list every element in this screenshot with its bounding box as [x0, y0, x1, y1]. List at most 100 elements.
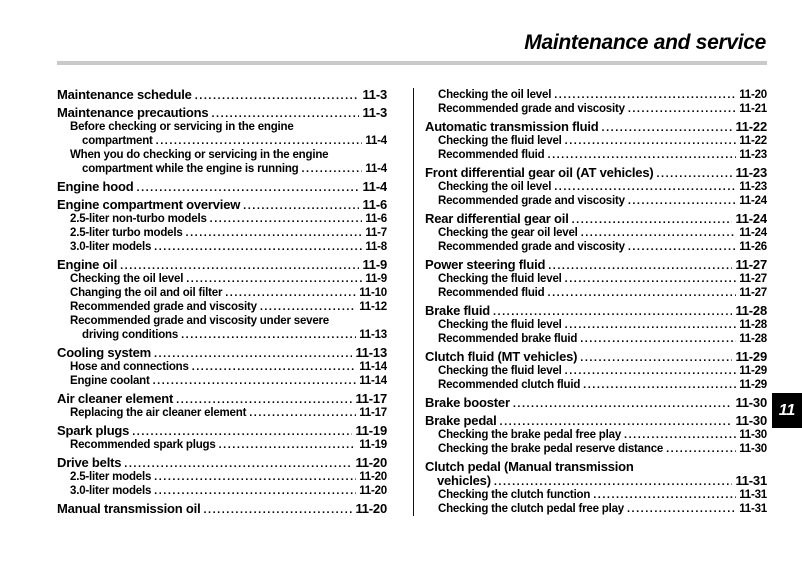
page-number: 11-23 [739, 181, 767, 193]
toc-entry: Checking the oil level 11-20 [425, 88, 767, 102]
toc-entry: Power steering fluid 11-27 [425, 258, 767, 272]
toc-entry: Recommended grade and viscosity 11-24 [425, 194, 767, 208]
toc-entry: Brake pedal 11-30 [425, 414, 767, 428]
toc-entry: Checking the fluid level 11-29 [425, 364, 767, 378]
toc-entry: Replacing the air cleaner element 11-17 [57, 406, 387, 420]
toc-entry: Rear differential gear oil 11-24 [425, 212, 767, 226]
toc-entry: Engine oil 11-9 [57, 258, 387, 272]
toc-entry-line: Checking the brake pedal free play 11-30 [438, 428, 767, 442]
toc-entry-label: Rear differential gear oil [425, 212, 569, 226]
leader-dots [211, 107, 359, 120]
leader-dots [548, 286, 737, 300]
toc-entry: Recommended fluid 11-23 [425, 148, 767, 162]
leader-dots [572, 213, 733, 226]
page-number: 11-22 [739, 135, 767, 147]
leader-dots [156, 134, 363, 148]
toc-entry-line: Recommended spark plugs 11-19 [70, 438, 387, 452]
toc-entry: Checking the fluid level 11-22 [425, 134, 767, 148]
leader-dots [181, 328, 356, 342]
toc-entry-line: Engine oil 11-9 [57, 258, 387, 272]
leader-dots [657, 167, 733, 180]
toc-entry: Recommended grade and viscosity 11-26 [425, 240, 767, 254]
toc-entry-line: Checking the oil level 11-9 [70, 272, 387, 286]
toc-entry-line: Cooling system 11-13 [57, 346, 387, 360]
page-number: 11-13 [359, 329, 387, 341]
toc-entry: Checking the fluid level 11-27 [425, 272, 767, 286]
toc-entry-label: Engine oil [57, 258, 118, 272]
toc-entry-label: compartment [82, 135, 153, 147]
page-number: 11-14 [359, 361, 387, 373]
toc-entry-line: Engine hood 11-4 [57, 180, 387, 194]
toc-entry: Recommended grade and viscosity under se… [57, 314, 387, 342]
toc-entry: Drive belts 11-20 [57, 456, 387, 470]
toc-entry-line: Hose and connections 11-14 [70, 360, 387, 374]
toc-entry-label: Cooling system [57, 346, 151, 360]
toc-entry-line: Manual transmission oil 11-20 [57, 502, 387, 516]
page-number: 11-21 [739, 103, 767, 115]
toc-entry-line: Recommended grade and viscosity under se… [70, 315, 329, 327]
toc-entry-label: Checking the clutch pedal free play [438, 503, 624, 515]
page-number: 11-12 [359, 301, 387, 313]
toc-entry-line: Recommended fluid 11-27 [438, 286, 767, 300]
toc-entry-line: Rear differential gear oil 11-24 [425, 212, 767, 226]
page-number: 11-4 [365, 135, 387, 147]
toc-entry-line: vehicles) 11-31 [425, 474, 767, 488]
leader-dots [192, 360, 357, 374]
toc-entry: Checking the fluid level 11-28 [425, 318, 767, 332]
leader-dots [627, 502, 736, 516]
toc-entry-line: Brake fluid 11-28 [425, 304, 767, 318]
toc-entry-line: Automatic transmission fluid 11-22 [425, 120, 767, 134]
page-number: 11-9 [362, 258, 387, 272]
toc-entry-label: Checking the fluid level [438, 365, 562, 377]
page-number: 11-28 [739, 333, 767, 345]
chapter-tab-number: 11 [778, 401, 796, 419]
leader-dots [565, 318, 737, 332]
toc-entry: Engine compartment overview 11-6 [57, 198, 387, 212]
leader-dots [628, 102, 736, 116]
toc-entry-label: Recommended grade and viscosity [438, 103, 625, 115]
leader-dots [210, 212, 363, 226]
page-number: 11-19 [359, 439, 387, 451]
leader-dots [581, 226, 737, 240]
leader-dots [219, 438, 357, 452]
toc-entry-label: Checking the brake pedal free play [438, 429, 622, 441]
leader-dots [513, 397, 733, 410]
leader-dots [602, 121, 733, 134]
leader-dots [186, 272, 362, 286]
toc-entry-line: Recommended grade and viscosity 11-21 [438, 102, 767, 116]
page-number: 11-6 [365, 213, 387, 225]
toc-entry-label: Recommended clutch fluid [438, 379, 581, 391]
toc-entry-label: Brake fluid [425, 304, 490, 318]
toc-entry-label: Engine coolant [70, 375, 150, 387]
page-number: 11-27 [739, 287, 767, 299]
toc-entry-line: Checking the fluid level 11-28 [438, 318, 767, 332]
toc-entry-line: Recommended brake fluid 11-28 [438, 332, 767, 346]
leader-dots [154, 347, 352, 360]
page-number: 11-30 [739, 443, 767, 455]
toc-entry-label: Brake pedal [425, 414, 497, 428]
page-number: 11-20 [355, 502, 387, 516]
leader-dots [554, 180, 736, 194]
toc-entry: Maintenance schedule 11-3 [57, 88, 387, 102]
toc-entry-line: Checking the clutch function 11-31 [438, 488, 767, 502]
toc-entry-line: Before checking or servicing in the engi… [70, 121, 294, 133]
toc-entry-label: Recommended brake fluid [438, 333, 578, 345]
toc-entry-line: Checking the fluid level 11-22 [438, 134, 767, 148]
page-number: 11-31 [735, 474, 767, 488]
toc-entry-label: 3.0-liter models [70, 241, 152, 253]
toc-entry-label: 2.5-liter turbo models [70, 227, 183, 239]
toc-entry-label: Checking the oil level [70, 273, 184, 285]
toc-entry-line: When you do checking or servicing in the… [70, 149, 329, 161]
toc-entry-line: Recommended clutch fluid 11-29 [438, 378, 767, 392]
page-number: 11-31 [739, 503, 767, 515]
toc-entry: Manual transmission oil 11-20 [57, 502, 387, 516]
toc-entry-line: Spark plugs 11-19 [57, 424, 387, 438]
toc-entry: 2.5-liter turbo models 11-7 [57, 226, 387, 240]
toc-entry-line: 3.0-liter models 11-8 [70, 240, 387, 254]
toc-entry-line: driving conditions 11-13 [70, 328, 387, 342]
toc-entry: Air cleaner element 11-17 [57, 392, 387, 406]
toc-entry-label: Hose and connections [70, 361, 189, 373]
toc-entry-line: Recommended grade and viscosity 11-24 [438, 194, 767, 208]
